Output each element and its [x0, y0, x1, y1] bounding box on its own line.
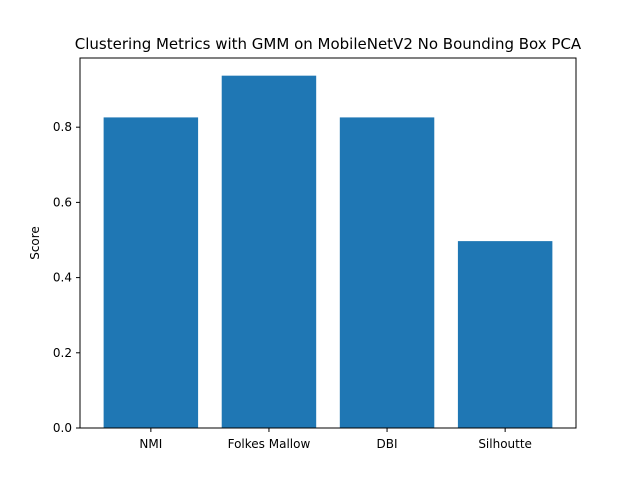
y-tick-label: 0.4: [53, 271, 72, 285]
chart-title: Clustering Metrics with GMM on MobileNet…: [75, 35, 582, 53]
x-tick-label: Folkes Mallow: [228, 437, 311, 451]
x-tick-label: Silhoutte: [478, 437, 532, 451]
y-tick-label: 0.2: [53, 346, 72, 360]
x-tick-label: DBI: [377, 437, 398, 451]
y-tick-label: 0.0: [53, 421, 72, 435]
bars-group: [103, 75, 553, 429]
bar-folkes-mallow: [221, 75, 317, 429]
bar-silhoutte: [457, 241, 553, 428]
bar-dbi: [339, 117, 435, 428]
y-axis: 0.0 0.2 0.4 0.6 0.8: [53, 120, 80, 435]
y-tick-label: 0.8: [53, 120, 72, 134]
plot-frame: [79, 57, 577, 429]
bar-nmi: [103, 117, 199, 428]
x-tick-label: NMI: [139, 437, 162, 451]
y-axis-label: Score: [28, 226, 42, 260]
x-axis: NMI Folkes Mallow DBI Silhoutte: [139, 428, 532, 451]
y-tick-label: 0.6: [53, 195, 72, 209]
